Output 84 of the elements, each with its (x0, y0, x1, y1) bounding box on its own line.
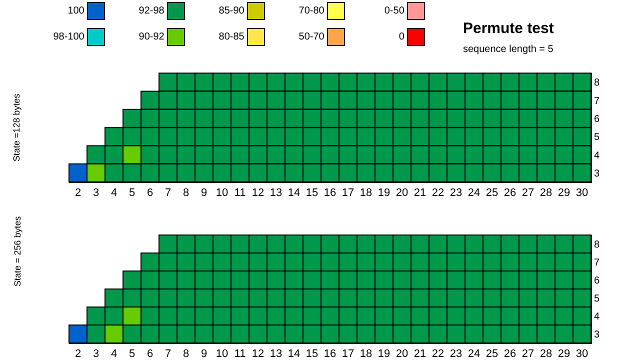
x-tick-label: 9 (200, 187, 208, 200)
x-tick-label: 29 (558, 187, 570, 200)
x-tick-label: 27 (522, 187, 534, 200)
x-tick-label: 12 (252, 348, 264, 360)
legend-label: 85-90 (218, 6, 245, 16)
x-tick-label: 17 (342, 187, 354, 200)
x-tick-label: 11 (234, 348, 246, 360)
x-tick-label: 5 (128, 187, 136, 200)
x-tick-label: 14 (288, 187, 300, 200)
x-tick-label: 28 (540, 348, 552, 360)
x-tick-label: 6 (146, 348, 154, 360)
y-axis-title: State =128 bytes (12, 93, 22, 162)
x-tick-label: 16 (324, 348, 336, 360)
x-tick-label: 7 (164, 348, 172, 360)
legend-label: 92-98 (138, 6, 165, 16)
x-tick-label: 25 (486, 348, 498, 360)
x-tick-label: 13 (270, 348, 282, 360)
x-tick-label: 3 (92, 187, 100, 200)
legend-label: 90-92 (138, 32, 165, 42)
x-tick-label: 15 (306, 187, 318, 200)
y-tick-label: 5 (594, 294, 600, 304)
x-tick-label: 9 (200, 348, 208, 360)
legend-label: 98-100 (53, 32, 85, 42)
x-tick-label: 3 (92, 348, 100, 360)
x-tick-label: 7 (164, 187, 172, 200)
x-tick-label: 20 (396, 348, 408, 360)
chart-title: Permute test (463, 20, 554, 37)
y-tick-label: 3 (594, 168, 600, 180)
x-tick-label: 30 (576, 348, 588, 360)
y-tick-label: 8 (594, 78, 600, 89)
y-tick-label: 4 (594, 312, 600, 322)
x-tick-label: 17 (342, 348, 354, 360)
x-tick-label: 25 (486, 187, 498, 200)
x-tick-label: 22 (432, 348, 444, 360)
x-tick-label: 21 (414, 348, 426, 360)
legend-label: 80-85 (218, 32, 245, 42)
x-tick-label: 18 (360, 187, 372, 200)
x-tick-label: 23 (450, 187, 462, 200)
x-tick-label: 16 (324, 187, 336, 200)
x-tick-label: 27 (522, 348, 534, 360)
x-tick-label: 11 (234, 187, 246, 200)
x-tick-label: 8 (182, 187, 190, 200)
x-tick-label: 4 (110, 348, 118, 360)
chart-subtitle: sequence length = 5 (463, 44, 554, 55)
x-tick-label: 5 (128, 348, 136, 360)
x-tick-label: 30 (576, 187, 588, 200)
x-tick-label: 14 (288, 348, 300, 360)
x-tick-label: 24 (468, 187, 480, 200)
x-tick-label: 18 (360, 348, 372, 360)
y-tick-label: 6 (594, 114, 600, 125)
y-tick-label: 4 (594, 150, 600, 162)
x-tick-label: 13 (270, 187, 282, 200)
legend-label: 70-80 (298, 6, 325, 16)
x-tick-label: 24 (468, 348, 480, 360)
y-tick-label: 7 (594, 96, 600, 107)
x-tick-label: 22 (432, 187, 444, 200)
x-tick-label: 15 (306, 348, 318, 360)
legend-label: 0-50 (384, 6, 405, 16)
x-tick-label: 12 (252, 187, 264, 200)
y-tick-label: 3 (594, 330, 600, 340)
x-tick-label: 26 (504, 348, 516, 360)
x-tick-label: 4 (110, 187, 118, 200)
x-tick-label: 2 (74, 348, 82, 360)
x-tick-label: 2 (74, 187, 82, 200)
x-tick-label: 23 (450, 348, 462, 360)
x-tick-label: 10 (216, 187, 228, 200)
y-tick-label: 5 (594, 132, 600, 144)
y-tick-label: 8 (594, 240, 600, 250)
x-tick-label: 8 (182, 348, 190, 360)
x-tick-label: 20 (396, 187, 408, 200)
x-tick-label: 6 (146, 187, 154, 200)
y-tick-label: 7 (594, 258, 600, 268)
x-tick-label: 19 (378, 187, 390, 200)
x-tick-label: 28 (540, 187, 552, 200)
legend-label: 100 (68, 6, 85, 16)
x-tick-label: 21 (414, 187, 426, 200)
x-tick-label: 19 (378, 348, 390, 360)
x-tick-label: 29 (558, 348, 570, 360)
y-tick-label: 6 (594, 276, 600, 286)
y-axis-title: State = 256 bytes (12, 216, 22, 286)
legend-label: 0 (398, 32, 405, 42)
x-tick-label: 10 (216, 348, 228, 360)
x-tick-label: 26 (504, 187, 516, 200)
legend-label: 50-70 (298, 32, 325, 42)
